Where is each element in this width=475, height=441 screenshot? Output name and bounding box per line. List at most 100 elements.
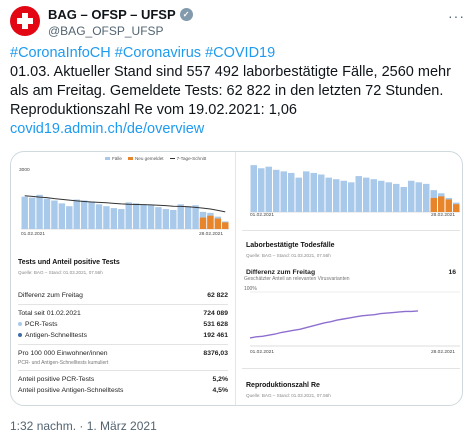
bar [423,183,430,212]
bar [125,202,132,229]
x-end: 28.02.2021 [431,350,456,355]
stat-label: Anteil positive Antigen-Schnelltests [18,387,124,394]
bar [43,198,51,229]
deaths-source: Quelle: BAG – Stand: 01.03.2021, 07.56h [246,253,331,258]
stat-value: 62 822 [207,292,228,299]
divider [18,304,228,305]
x-start: 01.02.2021 [250,213,275,218]
media-card[interactable]: Fälle Neu gemeldet 7-Tage-Schnitt 3000 0… [10,151,463,406]
legend-cases: Fälle [112,156,122,161]
stat-value: 5,2% [212,376,229,383]
bar [250,165,257,212]
display-name-row[interactable]: BAG – OFSP – UFSP ✓ [48,6,193,23]
diff-row: Differenz zum Freitag 16 [246,269,456,276]
stat-label: Total seit 01.02.2021 [18,310,81,317]
cases-chart [21,194,229,230]
stat-label: PCR-Tests [25,321,58,328]
divider [242,230,460,231]
timestamp[interactable]: 1:32 nachm. · 1. März 2021 [10,419,157,433]
bar [95,204,103,229]
stat-value: 724 089 [203,310,228,317]
bar-new [453,204,460,212]
stat-row: Pro 100 000 Einwohner/innen 8376,03 [18,350,228,357]
stat-row: Total seit 01.02.2021 724 089 [18,310,228,317]
stat-label: Antigen-Schnelltests [25,332,87,339]
stat-label: Differenz zum Freitag [18,292,83,299]
bar [310,172,317,212]
bar [273,169,280,212]
bar [21,196,28,229]
stat-note: PCR- und Antigen-Schnelltests kumuliert [18,360,109,366]
stat-value: 192 461 [203,332,228,339]
stat-value: 531 628 [203,321,228,328]
stat-value: 4,5% [212,387,229,394]
bar [110,208,118,229]
bar [385,182,392,212]
chart-legend: Fälle Neu gemeldet 7-Tage-Schnitt [105,156,206,161]
bar [400,187,407,212]
bar [363,177,370,212]
display-name[interactable]: BAG – OFSP – UFSP [48,7,176,22]
legend-new: Neu gemeldet [134,156,164,161]
bar [66,206,73,229]
bar [170,210,177,229]
bar [355,176,362,212]
author-names: BAG – OFSP – UFSP ✓ @BAG_OFSP_UFSP [48,6,193,39]
bar [348,182,355,212]
right-media-image[interactable]: 01.02.2021 28.02.2021 Laborbestätigte To… [238,152,462,405]
bar-new [199,217,207,229]
divider [18,370,228,371]
diff-label: Differenz zum Freitag [246,269,316,276]
stat-value: 8376,03 [203,350,228,357]
stat-label: Pro 100 000 Einwohner/innen [18,350,108,357]
bar [295,177,302,212]
hashtag[interactable]: #COVID19 [205,45,276,61]
bar [318,174,325,212]
divider [242,368,460,369]
left-media-image[interactable]: Fälle Neu gemeldet 7-Tage-Schnitt 3000 0… [11,152,236,405]
bar [288,172,295,212]
tweet-body: #CoronaInfoCH #Coronavirus #COVID19 01.0… [10,44,465,139]
antigen-dot-icon [18,333,22,338]
x-start: 01.02.2021 [21,232,46,237]
bar [132,203,140,229]
bar [408,180,415,212]
re-source: Quelle: BAG – Stand: 01.03.2021, 07.56h [246,393,331,398]
tweet-header: BAG – OFSP – UFSP ✓ @BAG_OFSP_UFSP ··· [10,6,465,40]
pcr-dot-icon [18,322,22,327]
bar [162,209,170,229]
avatar[interactable] [10,6,40,36]
deaths-chart [250,165,460,213]
avg-line [24,195,226,213]
bar [51,200,58,229]
bar [303,171,310,212]
bar [325,177,332,212]
bar [177,204,184,229]
x-end: 28.02.2021 [431,213,456,218]
overview-link[interactable]: covid19.admin.ch/de/overview [10,121,205,137]
bar [155,207,162,229]
bar [370,179,377,212]
bar-new [214,218,222,229]
divider [18,344,228,345]
bar [103,206,110,229]
deaths-title: Laborbestätigte Todesfälle [246,242,335,249]
hashtag[interactable]: #CoronaInfoCH [10,45,111,61]
stat-label: Anteil positive PCR-Tests [18,376,95,383]
bar [73,199,80,229]
bar [28,197,36,229]
tweet-text: 01.03. Aktueller Stand sind 557 492 labo… [10,64,451,118]
bar [80,200,88,229]
x-start: 01.02.2021 [250,350,275,355]
handle[interactable]: @BAG_OFSP_UFSP [48,24,164,38]
diff-value: 16 [448,269,456,276]
bar [184,206,192,229]
bar [36,194,43,229]
y-tick: 3000 [19,168,30,173]
more-options-icon[interactable]: ··· [448,8,465,24]
legend-avg: 7-Tage-Schnitt [176,156,207,161]
hashtag[interactable]: #Coronavirus [114,45,202,61]
stat-row: Differenz zum Freitag 62 822 [18,292,228,299]
variant-chart [249,291,460,347]
bar [333,179,340,212]
